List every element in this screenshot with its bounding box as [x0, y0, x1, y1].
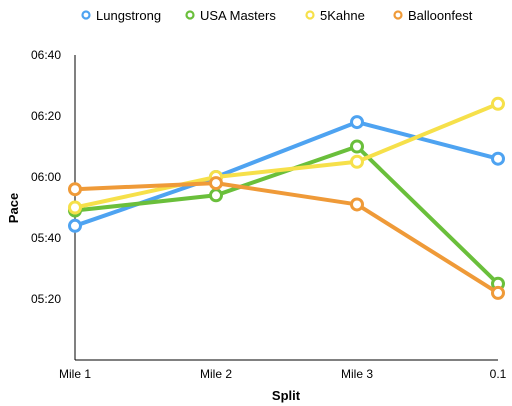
x-tick-label: 0.1 — [490, 367, 507, 381]
legend-marker-icon — [305, 10, 315, 20]
series-line — [73, 120, 500, 228]
data-point — [350, 154, 364, 169]
y-tick-label: 06:20 — [31, 109, 61, 123]
x-tick-label: Mile 2 — [200, 367, 232, 381]
series-line — [73, 101, 500, 210]
y-tick-labels: 05:20 05:40 06:00 06:20 06:40 — [31, 48, 61, 306]
series-usa-masters — [68, 139, 505, 291]
legend-marker-icon — [185, 10, 195, 20]
data-point — [350, 197, 364, 212]
legend-marker-icon — [393, 10, 403, 20]
data-point — [491, 96, 505, 111]
series-balloonfest — [68, 176, 505, 300]
legend: Lungstrong USA Masters 5Kahne Balloonfest — [81, 8, 473, 23]
legend-item: Balloonfest — [393, 8, 473, 23]
legend-label: USA Masters — [200, 8, 276, 23]
series-lines — [68, 96, 505, 300]
y-tick-label: 06:40 — [31, 48, 61, 62]
data-point — [491, 285, 505, 300]
data-point — [350, 139, 364, 154]
data-point — [491, 151, 505, 166]
legend-item: 5Kahne — [305, 8, 365, 23]
legend-label: Lungstrong — [96, 8, 161, 23]
legend-label: 5Kahne — [320, 8, 365, 23]
legend-item: Lungstrong — [81, 8, 161, 23]
x-tick-labels: Mile 1 Mile 2 Mile 3 0.1 — [59, 367, 507, 381]
legend-marker-icon — [81, 10, 91, 20]
y-tick-label: 06:00 — [31, 170, 61, 184]
axes — [74, 55, 498, 361]
data-point — [68, 218, 82, 233]
data-point — [209, 188, 223, 203]
y-tick-label: 05:20 — [31, 292, 61, 306]
series-5kahne — [68, 96, 505, 215]
data-point — [68, 182, 82, 197]
series-lungstrong — [68, 115, 505, 233]
data-point — [350, 115, 364, 130]
x-tick-label: Mile 1 — [59, 367, 91, 381]
legend-item: USA Masters — [185, 8, 276, 23]
series-line — [73, 181, 500, 295]
y-axis-title: Pace — [6, 193, 21, 223]
x-axis-title: Split — [272, 388, 301, 403]
data-point — [68, 200, 82, 215]
legend-label: Balloonfest — [408, 8, 473, 23]
series-line — [73, 144, 500, 286]
x-tick-label: Mile 3 — [341, 367, 373, 381]
data-point — [209, 176, 223, 191]
y-tick-label: 05:40 — [31, 231, 61, 245]
